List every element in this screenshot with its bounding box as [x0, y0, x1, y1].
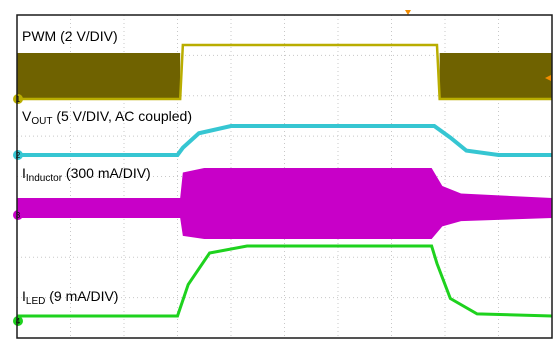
- ground-marker-3: 3: [13, 210, 23, 220]
- pwm-channel: [17, 43, 552, 101]
- inductor-current-trace: [17, 168, 552, 239]
- ground-marker-2: 2: [13, 150, 23, 160]
- led-current-trace: [17, 244, 553, 318]
- ground-marker-dot: [13, 94, 23, 104]
- vout-label: VOUT (5 V/DIV, AC coupled): [22, 108, 192, 127]
- inductor-label: IInductor (300 mA/DIV): [22, 165, 151, 184]
- pwm-label: PWM (2 V/DIV): [22, 28, 118, 44]
- ground-marker-number: 4: [16, 317, 21, 326]
- pwm-trace: [17, 43, 552, 101]
- led-label: ILED (9 mA/DIV): [22, 288, 118, 307]
- ground-marker-number: 3: [16, 211, 21, 220]
- plot-frame: [16, 14, 553, 339]
- trigger-position-icon: [405, 10, 411, 15]
- trigger-level-icon: [545, 75, 551, 81]
- pwm-switching-region-right: [439, 53, 552, 99]
- ground-marker-dot: [13, 210, 23, 220]
- ground-marker-4: 4: [13, 316, 23, 326]
- pwm-switching-region-left: [17, 53, 181, 99]
- ground-marker-1: 1: [13, 94, 23, 104]
- vout-trace: [17, 124, 552, 157]
- channel-ground-markers: 1 2 3 4: [13, 94, 23, 326]
- ground-marker-number: 2: [16, 151, 21, 160]
- ground-marker-dot: [13, 316, 23, 326]
- ground-marker-number: 1: [16, 95, 21, 104]
- ground-marker-dot: [13, 150, 23, 160]
